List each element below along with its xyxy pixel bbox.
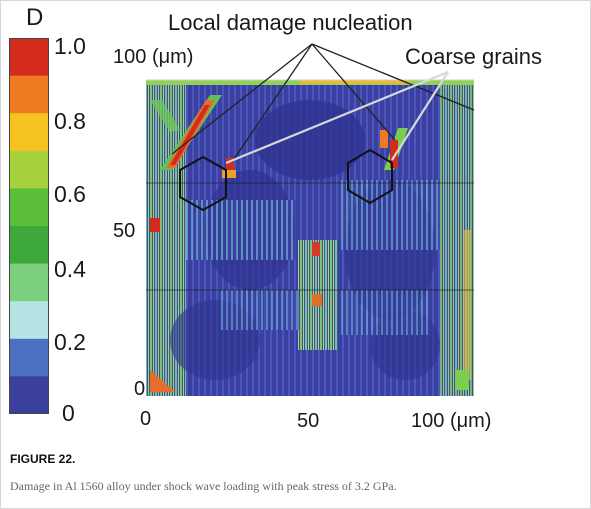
x-tick-100: 100 (μm) [411, 410, 491, 433]
grains-annotation-lines [225, 70, 449, 165]
y-tick-100: 100 (μm) [113, 46, 193, 69]
colorbar-title: D [26, 4, 44, 31]
colorbar-segment [9, 150, 49, 189]
colorbar-tick-1.0: 1.0 [54, 33, 86, 59]
figure-caption-title: FIGURE 22. [10, 452, 76, 466]
colorbar-segment [9, 75, 49, 114]
x-tick-100-unit: (μm) [449, 410, 492, 432]
colorbar-tick-0.2: 0.2 [54, 329, 86, 355]
colorbar-tick-0.4: 0.4 [54, 256, 86, 282]
colorbar-segment [9, 188, 49, 227]
x-tick-100-value: 100 [411, 410, 445, 432]
x-tick-50: 50 [297, 410, 320, 432]
colorbar-segment [9, 226, 49, 265]
y-tick-100-unit: (μm) [151, 46, 194, 68]
colorbar-segment [9, 38, 49, 77]
colorbar-segment [9, 376, 49, 414]
y-tick-0: 0 [134, 378, 146, 400]
coarse-grain-hexagon-left [179, 155, 227, 212]
coarse-grain-hexagon-right [347, 148, 393, 205]
colorbar-segment [9, 113, 49, 152]
grains-annotation-label: Coarse grains [405, 44, 542, 69]
damage-annotation-lines [171, 43, 475, 163]
damage-annotation-label: Local damage nucleation [168, 10, 413, 35]
colorbar-segment [9, 263, 49, 302]
y-tick-50: 50 [113, 220, 136, 242]
colorbar-segment [9, 301, 49, 340]
colorbar [9, 38, 49, 414]
y-tick-100-value: 100 [113, 46, 147, 68]
colorbar-segment [9, 338, 49, 377]
colorbar-tick-0: 0 [62, 400, 75, 426]
colorbar-tick-0.6: 0.6 [54, 181, 86, 207]
figure-caption-text: Damage in Al 1560 alloy under shock wave… [10, 479, 397, 493]
x-tick-0: 0 [140, 408, 152, 430]
colorbar-tick-0.8: 0.8 [54, 108, 86, 134]
